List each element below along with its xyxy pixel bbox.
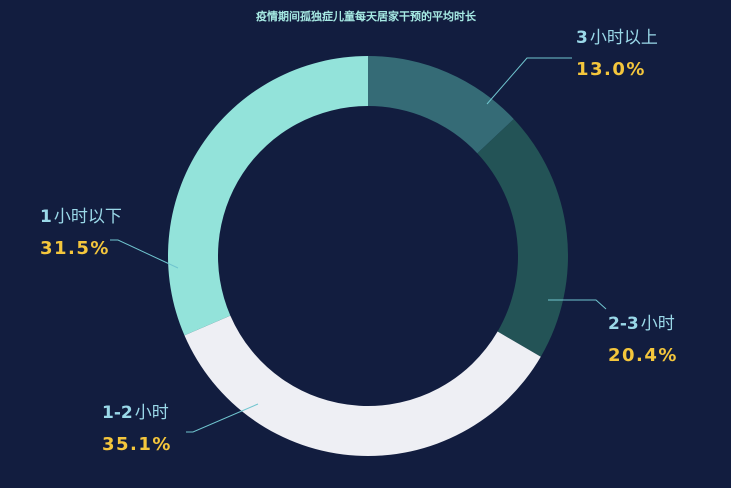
- leader-line-2: [548, 299, 607, 310]
- slice-4: [168, 56, 368, 336]
- slice-value-3: 35.1%: [102, 434, 172, 455]
- slice-1: [368, 56, 514, 154]
- slice-label-3: 1-2 小时: [102, 403, 169, 423]
- slice-3: [184, 315, 541, 456]
- slice-value-2: 20.4%: [608, 345, 678, 366]
- slice-value-1: 13.0%: [576, 59, 646, 80]
- slice-label-2: 2-3 小时: [608, 314, 675, 334]
- slice-value-4: 31.5%: [40, 238, 110, 259]
- chart-title: 疫情期间孤独症儿童每天居家干预的平均时长: [256, 9, 477, 23]
- leader-line-1: [486, 57, 572, 105]
- leader-line-4: [110, 239, 179, 269]
- leader-line-3: [186, 403, 259, 433]
- slice-label-4: 1 小时以下: [40, 207, 122, 227]
- slice-2: [477, 119, 568, 357]
- slice-label-1: 3 小时以上: [576, 28, 658, 48]
